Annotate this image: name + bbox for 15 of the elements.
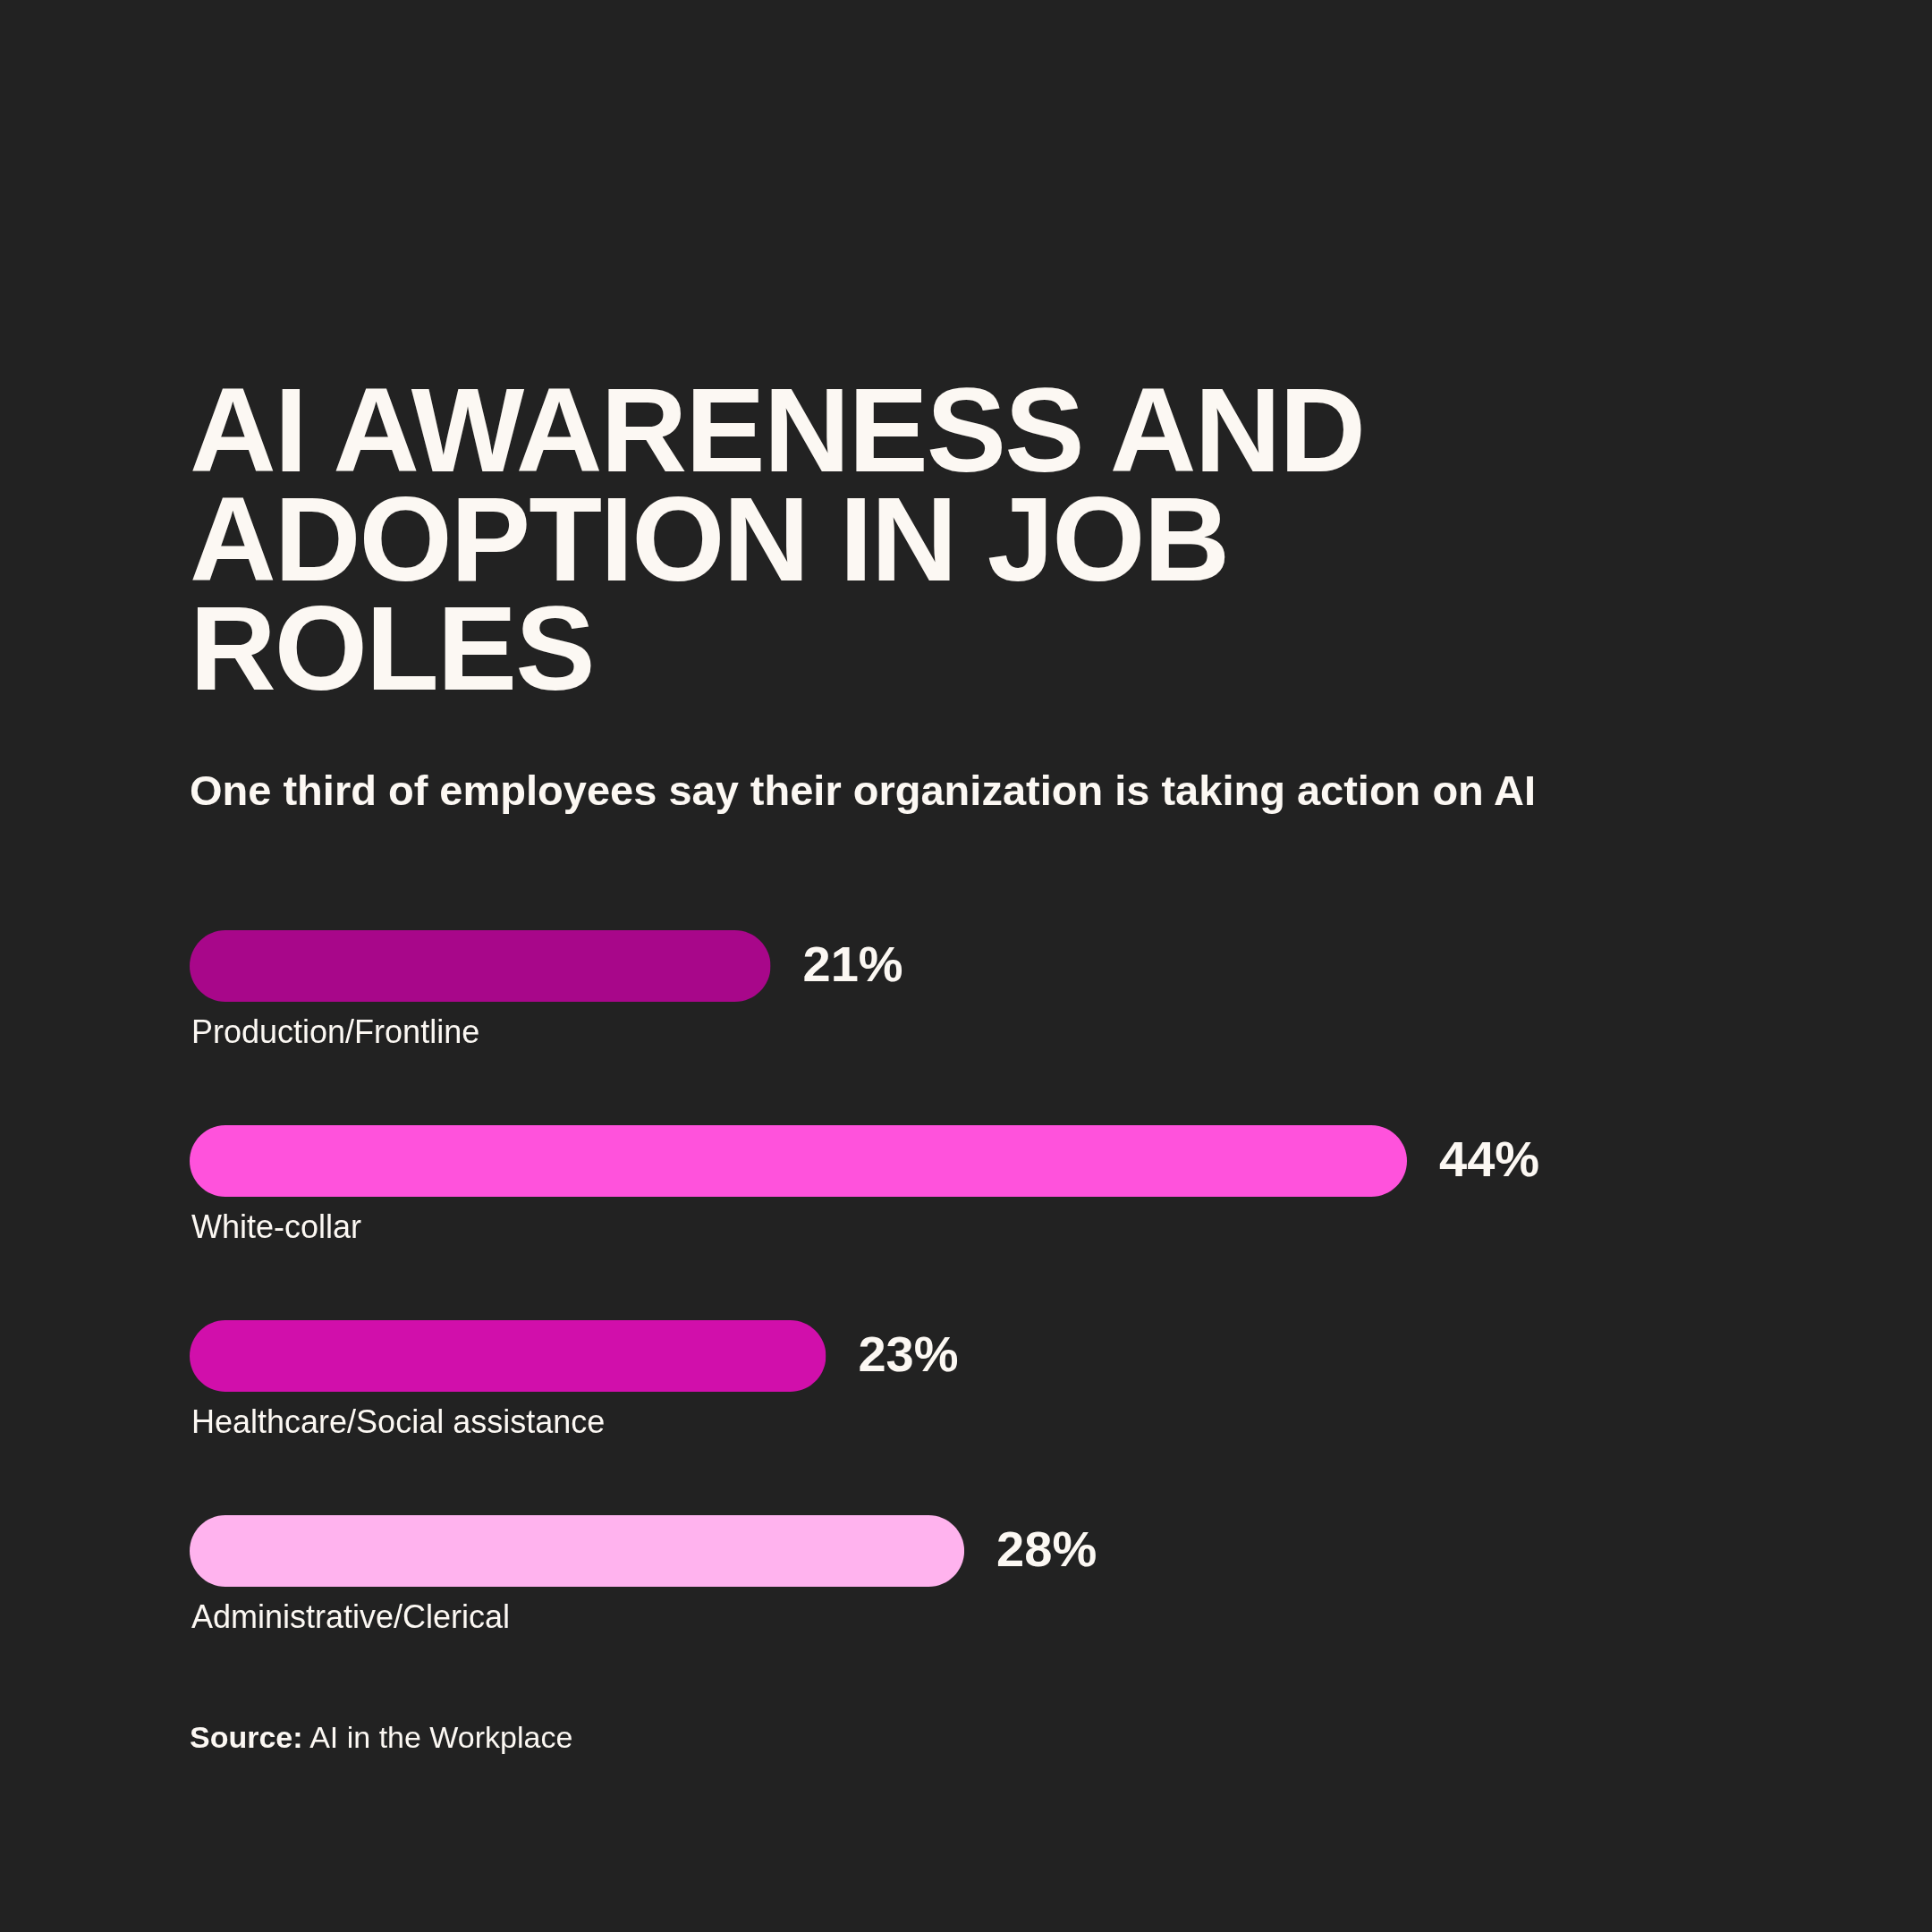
bar (190, 1515, 965, 1587)
data-label: 23% (858, 1326, 959, 1382)
bar (190, 1125, 1407, 1197)
data-label: 28% (996, 1521, 1097, 1577)
y-tick-label: Healthcare/Social assistance (191, 1403, 606, 1440)
y-tick-label: White-collar (191, 1208, 362, 1245)
bar (190, 930, 771, 1002)
chart-title: AI AWARENESS AND ADOPTION IN JOB ROLES (190, 363, 1366, 715)
y-tick-label: Production/Frontline (191, 1013, 480, 1050)
source-note: Source: AI in the Workplace (190, 1720, 574, 1755)
data-label: 21% (802, 936, 903, 992)
chart-subtitle: One third of employees say their organization is taking action on AI (190, 766, 1538, 815)
y-tick-label: Administrative/Clerical (191, 1598, 511, 1635)
bar (190, 1320, 826, 1392)
data-label: 44% (1439, 1131, 1540, 1187)
